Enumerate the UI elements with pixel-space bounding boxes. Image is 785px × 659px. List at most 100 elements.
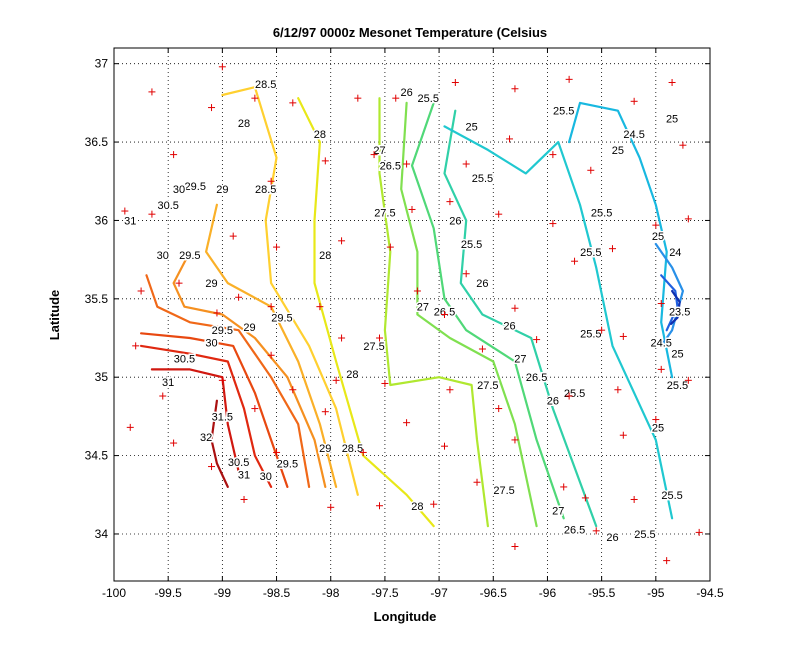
station-marker — [663, 557, 671, 565]
contour-label: 27 — [552, 505, 564, 517]
station-marker — [549, 220, 557, 228]
contour-label: 30 — [157, 250, 169, 262]
station-marker — [137, 287, 145, 295]
station-marker — [565, 75, 573, 83]
station-marker — [386, 243, 394, 251]
contour-label: 25 — [465, 121, 477, 133]
x-tick-label: -94.5 — [696, 586, 724, 600]
station-marker — [170, 439, 178, 447]
station-marker — [175, 279, 183, 287]
x-tick-label: -97 — [430, 586, 448, 600]
station-marker — [511, 543, 519, 551]
station-marker — [441, 442, 449, 450]
contour-label: 25.5 — [591, 208, 612, 220]
station-marker — [511, 85, 519, 93]
contour-label: 28 — [314, 129, 326, 141]
x-tick-label: -99.5 — [155, 586, 183, 600]
x-axis-label: Longitude — [374, 609, 437, 624]
contour-label: 27 — [417, 302, 429, 314]
contour-label: 28 — [346, 369, 358, 381]
station-marker — [478, 345, 486, 353]
contour-label: 25.5 — [667, 380, 688, 392]
contour-label: 27 — [514, 353, 526, 365]
station-marker — [592, 527, 600, 535]
station-marker — [451, 78, 459, 86]
x-tick-label: -98 — [322, 586, 340, 600]
contour-label: 25.5 — [418, 93, 439, 105]
station-marker — [560, 483, 568, 491]
contour-label: 24 — [669, 247, 681, 259]
contour-label: 26 — [476, 278, 488, 290]
station-marker — [251, 405, 259, 413]
station-marker — [273, 243, 281, 251]
station-marker — [126, 423, 134, 431]
station-marker — [148, 210, 156, 218]
station-marker — [208, 104, 216, 112]
y-axis-ticks: 34 34.5 35 35.5 36 36.5 37 — [85, 57, 710, 541]
station-marker — [598, 326, 606, 334]
contour-line — [654, 242, 685, 347]
contour-line — [210, 399, 229, 488]
x-tick-label: -98.5 — [263, 586, 291, 600]
station-marker — [267, 351, 275, 359]
station-marker — [506, 135, 514, 143]
contour-label: 25.5 — [461, 239, 482, 251]
contour-label: 25 — [671, 349, 683, 361]
station-marker — [652, 416, 660, 424]
station-marker — [159, 392, 167, 400]
station-marker — [381, 379, 389, 387]
station-marker — [289, 386, 297, 394]
x-tick-label: -95 — [647, 586, 665, 600]
station-marker — [338, 334, 346, 342]
axes-box — [113, 47, 711, 582]
x-tick-label: -100 — [102, 586, 126, 600]
contour-label: 27.5 — [363, 341, 384, 353]
contour-label: 26 — [400, 87, 412, 99]
contour-label: 30 — [173, 184, 185, 196]
y-axis-label: Latitude — [47, 290, 62, 341]
station-marker — [229, 232, 237, 240]
contour-label: 30.5 — [174, 353, 195, 365]
contour-label: 28.5 — [255, 184, 276, 196]
contour-label: 29.5 — [271, 313, 292, 325]
station-marker — [495, 405, 503, 413]
contour-label: 29 — [243, 322, 255, 334]
contour-line — [221, 86, 359, 496]
station-marker — [321, 408, 329, 416]
contour-label: 29.5 — [179, 250, 200, 262]
station-marker — [289, 99, 297, 107]
contour-label: 25.5 — [634, 529, 655, 541]
station-marker — [370, 151, 378, 159]
contour-label: 28.5 — [255, 79, 276, 91]
station-marker — [170, 151, 178, 159]
contour-label: 28.5 — [342, 443, 363, 455]
contour-label: 24.5 — [651, 338, 672, 350]
station-marker — [565, 392, 573, 400]
contour-label: 30 — [260, 471, 272, 483]
x-tick-label: -95.5 — [588, 586, 616, 600]
station-marker — [462, 160, 470, 168]
station-marker — [695, 528, 703, 536]
contour-line — [669, 289, 681, 325]
station-marker — [608, 245, 616, 253]
station-marker — [403, 419, 411, 427]
contour-label: 25 — [652, 231, 664, 243]
station-marker — [251, 94, 259, 102]
contour-label: 28 — [238, 118, 250, 130]
station-marker — [652, 221, 660, 229]
contour-line — [140, 332, 289, 488]
chart-title: 6/12/97 0000z Mesonet Temperature (Celsi… — [273, 25, 547, 40]
station-marker — [218, 63, 226, 71]
contour-line — [297, 97, 435, 528]
y-tick-label: 36.5 — [85, 135, 109, 149]
contour-label: 24.5 — [623, 129, 644, 141]
contour-label: 25.5 — [553, 106, 574, 118]
contour-label: 26 — [547, 396, 559, 408]
contour-label: 25.5 — [564, 388, 585, 400]
station-marker — [684, 215, 692, 223]
contour-label: 25 — [612, 145, 624, 157]
contour-label: 27.5 — [493, 485, 514, 497]
station-marker — [267, 303, 275, 311]
